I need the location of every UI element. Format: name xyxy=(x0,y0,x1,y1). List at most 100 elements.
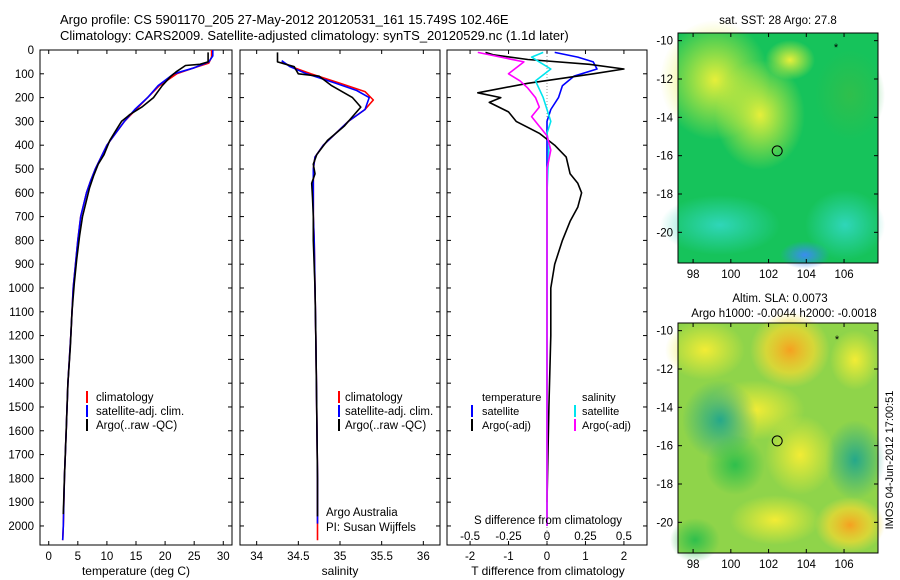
legend-title-temperature: temperature xyxy=(482,392,541,404)
map-y-tick-label: -10 xyxy=(656,326,673,338)
asterisk-marker: * xyxy=(835,334,840,346)
depth-tick-label: 0 xyxy=(28,45,34,57)
depth-tick-label: 200 xyxy=(15,93,34,105)
x-tick-label: 0 xyxy=(46,551,52,563)
salinity-legend: climatology satellite-adj. clim. Argo(..… xyxy=(338,391,433,432)
legend-label-climatology: climatology xyxy=(96,392,154,404)
difference-panel: -2 -1 0 1 2 temperature salinity satellite A… xyxy=(446,49,648,578)
credit-institution: Argo Australia xyxy=(326,507,398,519)
x-tick-label: 10 xyxy=(101,551,114,563)
timestamp-stamp: IMOS 04-Jun-2012 17:00:51 xyxy=(884,391,896,530)
x-tick-label: 36 xyxy=(417,551,430,563)
depth-tick-label: 2000 xyxy=(8,521,34,533)
sst-map-field xyxy=(660,20,885,269)
temperature-x-label: temperature (deg C) xyxy=(82,564,190,578)
x-tick-label: 34.5 xyxy=(287,551,309,563)
map-x-tick-label: 106 xyxy=(834,269,853,281)
sla-map-field xyxy=(665,312,885,562)
legend-title-salinity: salinity xyxy=(582,392,616,404)
depth-tick-label: 800 xyxy=(15,235,34,247)
salinity-x-axis: 34 34.5 35 35.5 36 xyxy=(250,50,430,563)
x-tick-label: -1 xyxy=(503,551,513,563)
sst-map-title: sat. SST: 28 Argo: 27.8 xyxy=(719,15,837,27)
salinity-series xyxy=(276,52,375,541)
depth-tick-label: 1900 xyxy=(8,497,34,509)
depth-tick-label: 100 xyxy=(15,69,34,81)
depth-tick-label: 300 xyxy=(15,116,34,128)
map-y-tick-label: -18 xyxy=(656,479,673,491)
depth-tick-label: 1700 xyxy=(8,450,34,462)
map-y-tick-label: -14 xyxy=(656,402,673,414)
depth-tick-label: 500 xyxy=(15,164,34,176)
map-x-tick-label: 102 xyxy=(759,559,778,571)
legend-label-argo: Argo(..raw -QC) xyxy=(96,420,177,432)
x-tick-label: 25 xyxy=(188,551,201,563)
map-x-tick-label: 106 xyxy=(834,559,853,571)
legend-label-climatology: climatology xyxy=(345,392,403,404)
map-x-tick-label: 100 xyxy=(721,559,740,571)
map-y-tick-label: -20 xyxy=(656,517,673,529)
depth-tick-label: 400 xyxy=(15,140,34,152)
sla-map-panel: Altim. SLA: 0.0073 Argo h1000: -0.0044 h… xyxy=(656,293,885,571)
map-x-tick-label: 102 xyxy=(759,269,778,281)
map-x-tick-label: 98 xyxy=(687,559,700,571)
series-line xyxy=(546,51,598,526)
x-tick-label: 35 xyxy=(334,551,347,563)
x-tick-label: 35.5 xyxy=(370,551,392,563)
salinity-panel: 34 34.5 35 35.5 36 salinity climatology sate… xyxy=(239,49,441,578)
t-difference-label: T difference from climatology xyxy=(471,564,625,578)
depth-tick-label: 1300 xyxy=(8,354,34,366)
sla-map-title: Altim. SLA: 0.0073 xyxy=(732,293,827,305)
series-line xyxy=(476,51,625,503)
legend-label-t-argo: Argo(-adj) xyxy=(482,420,531,432)
map-y-tick-label: -10 xyxy=(656,36,673,48)
s-tick-label: -0.25 xyxy=(495,531,521,543)
salinity-x-label: salinity xyxy=(322,564,359,578)
map-y-tick-label: -16 xyxy=(656,441,673,453)
sst-map-panel: sat. SST: 28 Argo: 27.8 98 100 102 104 106 -1… xyxy=(656,15,885,281)
map-x-tick-label: 98 xyxy=(687,269,700,281)
series-line xyxy=(530,51,552,526)
x-tick-label: 2 xyxy=(621,551,627,563)
depth-axis: 0 100 200 300 400 500 600 700 800 900 1000 1100 1200… xyxy=(8,45,232,533)
map-x-tick-label: 100 xyxy=(721,269,740,281)
sla-map-frame xyxy=(677,322,879,554)
x-tick-label: 5 xyxy=(75,551,81,563)
temperature-axes-frame xyxy=(39,49,233,546)
depth-tick-label: 1400 xyxy=(8,378,34,390)
map-y-tick-label: -14 xyxy=(656,112,673,124)
profile-title: Argo profile: CS 5901170_205 27-May-2012… xyxy=(60,12,509,27)
s-tick-label: 0.25 xyxy=(574,531,596,543)
depth-tick-label: 1200 xyxy=(8,331,34,343)
climatology-subtitle: Climatology: CARS2009. Satellite-adjuste… xyxy=(60,28,569,43)
legend-label-s-argo: Argo(-adj) xyxy=(582,420,631,432)
temperature-legend: climatology satellite-adj. clim. Argo(..… xyxy=(86,391,184,432)
argo-location-marker xyxy=(771,435,783,447)
series-line xyxy=(62,52,209,515)
legend-label-s-satellite: satellite xyxy=(582,406,619,418)
argo-location-marker xyxy=(771,145,783,157)
s-difference-ticks: -0.5 -0.25 0 0.25 0.5 xyxy=(460,531,632,543)
difference-depth-ticks xyxy=(447,49,647,527)
depth-tick-label: 1100 xyxy=(9,307,34,319)
temperature-x-axis: 0 5 10 15 20 25 30 xyxy=(46,50,230,563)
s-difference-label: S difference from climatology xyxy=(474,515,622,527)
x-tick-label: 34 xyxy=(250,551,263,563)
x-tick-label: 15 xyxy=(130,551,143,563)
map-x-tick-label: 104 xyxy=(797,559,817,571)
x-tick-label: 20 xyxy=(159,551,172,563)
s-tick-label: 0 xyxy=(544,531,550,543)
legend-label-argo: Argo(..raw -QC) xyxy=(345,420,426,432)
salinity-depth-ticks xyxy=(240,49,440,527)
credit-pi: PI: Susan Wijffels xyxy=(326,522,416,534)
depth-tick-label: 600 xyxy=(15,188,34,200)
depth-tick-label: 700 xyxy=(15,212,34,224)
x-tick-label: 0 xyxy=(544,551,550,563)
map-x-tick-label: 104 xyxy=(797,269,817,281)
legend-label-satellite: satellite-adj. clim. xyxy=(345,406,433,418)
salinity-axes-frame xyxy=(239,49,441,546)
s-tick-label: 0.5 xyxy=(616,531,632,543)
difference-series xyxy=(476,51,625,526)
map-y-tick-label: -12 xyxy=(656,364,673,376)
depth-tick-label: 1000 xyxy=(8,283,34,295)
